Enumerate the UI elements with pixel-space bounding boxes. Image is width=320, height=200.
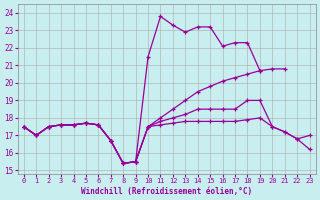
X-axis label: Windchill (Refroidissement éolien,°C): Windchill (Refroidissement éolien,°C) <box>81 187 252 196</box>
